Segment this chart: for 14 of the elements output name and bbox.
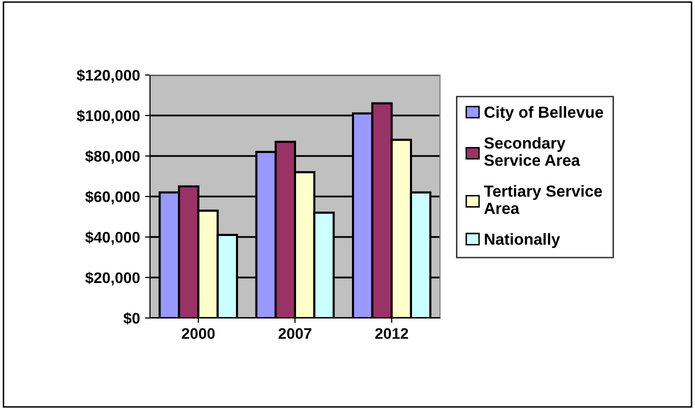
y-tick-label: $120,000 (76, 69, 140, 83)
legend-label: Nationally (484, 233, 560, 248)
legend-label: Tertiary Service Area (484, 185, 602, 214)
x-tick-label: 2000 (182, 328, 215, 339)
y-tick-label: $100,000 (76, 110, 140, 124)
y-tick-label: $40,000 (85, 231, 140, 245)
y-tick-label: $0 (123, 312, 140, 325)
legend-label: Secondary Service Area (484, 136, 580, 166)
legend-label: City of Bellevue (484, 106, 604, 122)
y-tick-label: $60,000 (85, 190, 140, 204)
y-tick-label: $80,000 (85, 150, 140, 164)
x-tick-label: 2012 (375, 328, 408, 339)
x-tick-label: 2007 (278, 328, 312, 339)
y-tick-label: $20,000 (85, 272, 140, 286)
